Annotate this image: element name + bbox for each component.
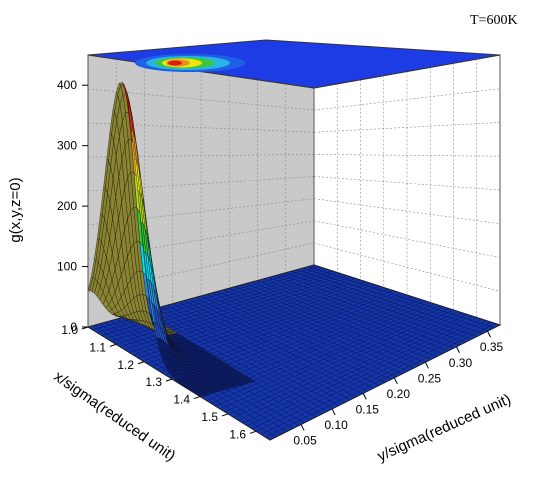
x-tick-label: 1.1 <box>89 340 106 354</box>
z-axis-ticks: 0 100 200 300 400 <box>57 78 88 334</box>
x-tick-label: 1.2 <box>117 358 134 372</box>
z-tick-label: 0 <box>70 320 77 334</box>
x-tick-label: 1.5 <box>201 410 218 424</box>
z-tick-label: 400 <box>57 78 77 92</box>
y-tick-label: 0.10 <box>324 418 348 432</box>
top-contour <box>135 54 245 72</box>
y-axis-title: y/sigma(reduced unit) <box>375 391 514 465</box>
y-tick-label: 0.30 <box>449 356 473 370</box>
x-tick-label: 1.6 <box>229 427 246 441</box>
z-tick-label: 300 <box>57 139 77 153</box>
y-tick-label: 0.15 <box>356 402 380 416</box>
top-projection-plane <box>87 39 501 89</box>
z-tick-label: 100 <box>57 260 77 274</box>
x-tick-label: 1.4 <box>173 393 190 407</box>
z-axis-title: g(x,y,z=0) <box>7 177 24 242</box>
y-tick-label: 0.20 <box>387 387 411 401</box>
y-tick-label: 0.35 <box>480 340 504 354</box>
x-tick-label: 1.0 <box>61 323 78 337</box>
x-tick-label: 1.3 <box>145 375 162 389</box>
z-tick-label: 200 <box>57 199 77 213</box>
annotation-temperature: T=600K <box>470 13 518 28</box>
x-axis-ticks: 1.0 1.1 1.2 1.3 1.4 1.5 1.6 <box>61 323 257 441</box>
y-tick-label: 0.25 <box>418 371 442 385</box>
y-tick-label: 0.05 <box>293 433 317 447</box>
y-axis-ticks: 0.05 0.10 0.15 0.20 0.25 0.30 0.35 <box>293 330 504 447</box>
surface-ridge <box>87 82 256 397</box>
